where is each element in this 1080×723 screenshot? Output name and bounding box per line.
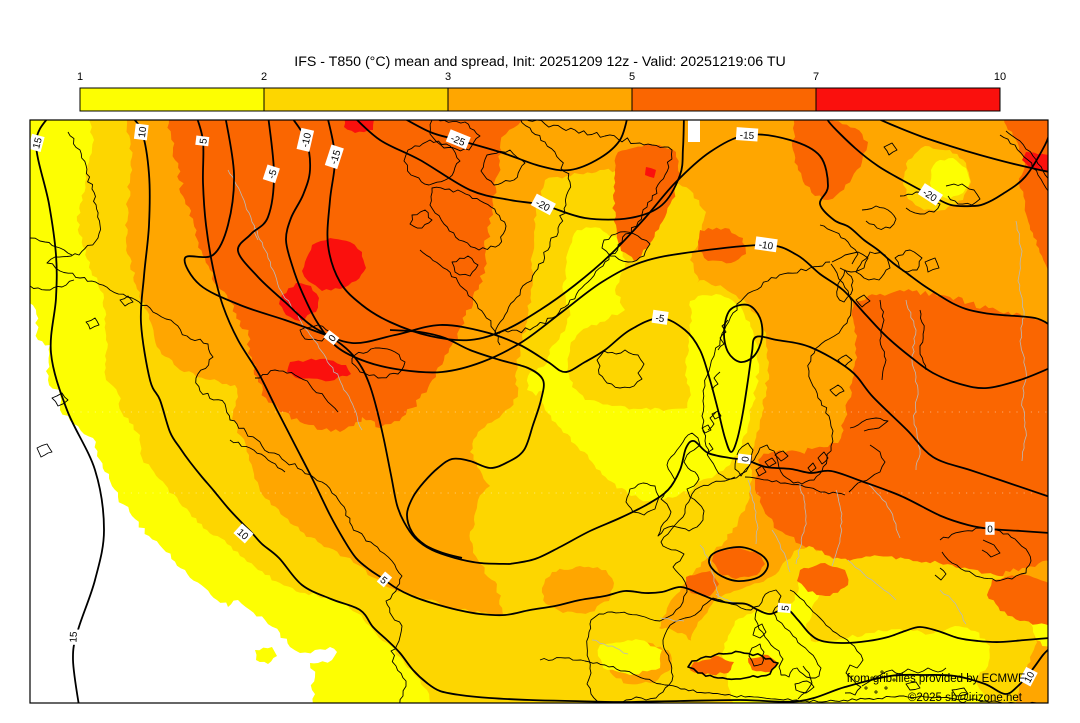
svg-text:7: 7	[813, 71, 819, 83]
svg-text:2: 2	[261, 71, 267, 83]
svg-text:1: 1	[77, 71, 83, 83]
svg-text:-10: -10	[300, 132, 314, 149]
svg-text:-25: -25	[449, 133, 467, 149]
svg-text:10: 10	[994, 71, 1006, 83]
svg-text:-5: -5	[266, 168, 279, 180]
svg-text:IFS - T850 (°C) mean and sprea: IFS - T850 (°C) mean and spread, Init: 2…	[294, 54, 786, 70]
svg-text:0: 0	[740, 455, 752, 462]
svg-text:10: 10	[1023, 670, 1038, 685]
svg-text:5: 5	[378, 575, 390, 587]
svg-text:-15: -15	[329, 148, 344, 166]
svg-text:5: 5	[629, 71, 635, 83]
svg-text:-15: -15	[739, 130, 755, 142]
svg-text:0: 0	[327, 333, 339, 345]
svg-text:-5: -5	[655, 313, 666, 325]
svg-text:from grib files provided by EC: from grib files provided by ECMWF	[847, 673, 1025, 685]
svg-text:15: 15	[68, 631, 80, 643]
svg-text:0: 0	[987, 525, 993, 536]
svg-text:3: 3	[445, 71, 451, 83]
svg-text:5: 5	[198, 137, 210, 144]
svg-text:10: 10	[137, 126, 149, 139]
svg-text:-10: -10	[758, 240, 774, 253]
svg-text:15: 15	[31, 136, 45, 150]
svg-text:©2025 sb@irizone.net: ©2025 sb@irizone.net	[908, 692, 1023, 704]
svg-text:5: 5	[780, 604, 791, 611]
